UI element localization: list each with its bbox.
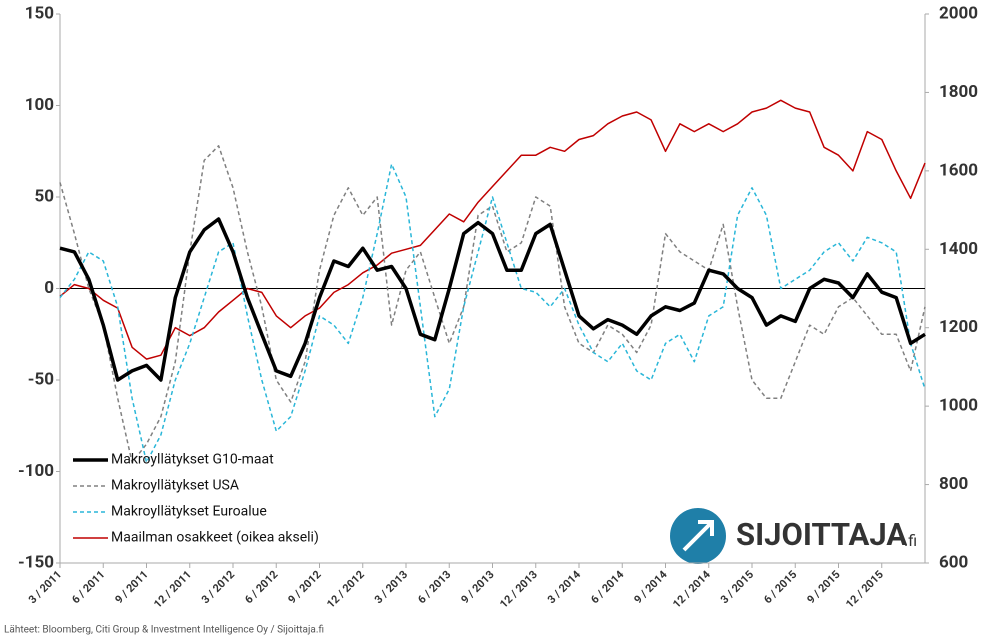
x-tick-label: 3 / 2011: [26, 568, 64, 606]
x-tick-label: 12 / 2014: [670, 568, 713, 611]
x-tick-label: 9 / 2015: [804, 568, 842, 606]
y2-tick-label: 600: [939, 552, 968, 572]
series-line: [59, 163, 926, 464]
legend-label: Maailman osakkeet (oikea akseli): [111, 530, 319, 546]
legend-label: Makroyllätykset USA: [111, 478, 239, 494]
legend-label: Makroyllätykset Euroalue: [111, 504, 267, 520]
x-tick-label: 9 / 2011: [112, 568, 150, 606]
y2-tick-label: 1800: [939, 82, 978, 102]
x-tick-label: 3 / 2014: [545, 567, 584, 606]
logo: SIJOITTAJA .fi: [670, 508, 917, 564]
y-tick-label: 150: [25, 3, 54, 23]
x-tick-label: 12 / 2015: [843, 568, 886, 611]
x-tick-label: 6 / 2011: [69, 568, 107, 606]
series-line: [59, 217, 926, 382]
x-tick-label: 9 / 2013: [458, 568, 496, 606]
x-tick-label: 12 / 2012: [324, 568, 367, 611]
x-tick-label: 6 / 2012: [242, 568, 280, 606]
logo-name: SIJOITTAJA: [736, 516, 907, 553]
y-tick-label: 0: [44, 278, 54, 298]
x-tick-label: 6 / 2015: [761, 568, 799, 606]
series-line: [59, 145, 926, 464]
y2-tick-label: 1000: [939, 396, 978, 416]
x-tick-label: 6 / 2013: [415, 568, 453, 606]
y2-tick-label: 1400: [939, 239, 978, 259]
x-tick-label: 6 / 2014: [588, 567, 627, 606]
legend: Makroyllätykset G10-maat Makroyllätykset …: [73, 452, 319, 546]
x-tick-label: 3 / 2013: [372, 568, 410, 606]
legend-label: Makroyllätykset G10-maat: [111, 452, 274, 468]
y-tick-label: 50: [34, 186, 54, 206]
y2-tick-label: 1200: [939, 317, 978, 337]
x-tick-label: 12 / 2011: [151, 568, 194, 611]
x-tick-label: 12 / 2013: [497, 568, 540, 611]
x-tick-label: 9 / 2012: [285, 568, 323, 606]
y2-tick-label: 800: [939, 474, 968, 494]
y2-tick-label: 1600: [939, 160, 978, 180]
y-tick-label: -150: [18, 552, 54, 572]
source: Lähteet: Bloomberg, Citi Group & Investm…: [4, 624, 324, 636]
y-tick-label: -50: [28, 369, 54, 389]
x-tick-label: 9 / 2014: [631, 567, 670, 606]
y-tick-label: 100: [25, 95, 54, 115]
x-tick-label: 3 / 2012: [199, 568, 237, 606]
x-tick-label: 3 / 2015: [718, 568, 756, 606]
logo-suffix: .fi: [904, 531, 917, 550]
series-line: [59, 99, 926, 360]
logo-arrow: [682, 520, 714, 552]
y-tick-label: -100: [18, 461, 54, 481]
y2-tick-label: 2000: [939, 3, 978, 23]
